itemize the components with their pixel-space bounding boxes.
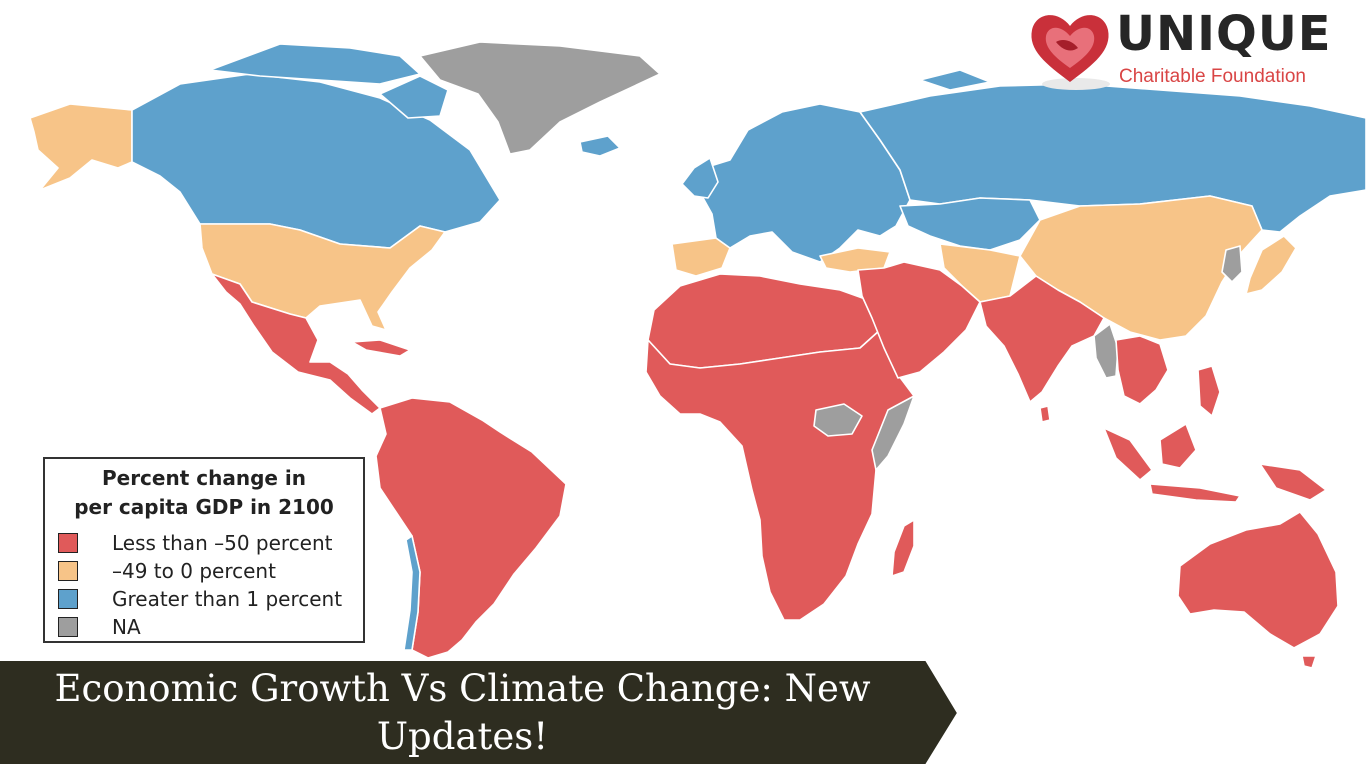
region-southeast-asia — [1115, 335, 1169, 405]
heart-hands-icon — [1031, 15, 1110, 90]
region-indonesia-borneo — [1159, 423, 1197, 469]
region-india — [979, 275, 1105, 403]
title-banner: Economic Growth Vs Climate Change: New U… — [0, 657, 962, 768]
region-russia-arctic — [919, 69, 991, 91]
legend-label: Greater than 1 percent — [112, 587, 343, 611]
region-tasmania — [1301, 655, 1317, 669]
region-iceland — [579, 135, 621, 157]
map-legend: Percent change in per capita GDP in 2100… — [43, 457, 365, 643]
legend-item-greater-than-1: Greater than 1 percent — [58, 587, 358, 611]
region-mexico-central-america — [211, 273, 381, 415]
region-south-sudan — [813, 403, 863, 437]
region-iberia — [671, 237, 731, 277]
legend-label: NA — [112, 615, 141, 639]
region-sri-lanka — [1039, 405, 1051, 423]
region-subsaharan-africa — [645, 329, 915, 621]
region-alaska — [29, 103, 133, 191]
region-caribbean — [351, 339, 411, 357]
region-new-guinea — [1259, 463, 1327, 501]
region-japan — [1245, 235, 1297, 295]
region-korea — [1221, 245, 1243, 283]
legend-item-less-than-minus-50: Less than –50 percent — [58, 531, 358, 555]
legend-title-line2: per capita GDP in 2100 — [74, 495, 334, 519]
legend-swatch-orange — [58, 561, 78, 581]
region-chile — [403, 535, 421, 651]
logo-subtitle: Charitable Foundation — [1119, 66, 1306, 87]
region-south-america — [375, 397, 567, 659]
region-philippines — [1197, 365, 1221, 417]
legend-label: –49 to 0 percent — [112, 559, 276, 583]
legend-item-na: NA — [58, 615, 358, 639]
region-madagascar — [891, 519, 915, 577]
region-myanmar — [1093, 323, 1119, 379]
logo-wordmark: UNIQUE — [1116, 6, 1332, 62]
region-uk-ireland — [681, 157, 719, 199]
brand-logo: UNIQUE Charitable Foundation — [1024, 6, 1360, 92]
region-greenland — [419, 41, 661, 155]
legend-item-minus-49-to-0: –49 to 0 percent — [58, 559, 358, 583]
region-indonesia-west — [1103, 427, 1153, 481]
region-indonesia-java — [1149, 483, 1241, 503]
region-canada-baffin — [379, 75, 449, 119]
banner-shape — [0, 659, 960, 766]
legend-swatch-gray — [58, 617, 78, 637]
legend-label: Less than –50 percent — [112, 531, 333, 555]
region-usa — [199, 223, 446, 331]
region-middle-east — [857, 261, 981, 379]
legend-swatch-red — [58, 533, 78, 553]
region-central-asia — [899, 197, 1041, 251]
region-australia — [1177, 511, 1339, 649]
region-russia — [859, 83, 1366, 233]
legend-swatch-blue — [58, 589, 78, 609]
region-somalia — [871, 395, 915, 471]
legend-title-line1: Percent change in — [101, 466, 307, 490]
region-canada-arctic-islands — [209, 43, 421, 85]
page-title: Economic Growth Vs Climate Change: New U… — [54, 667, 871, 758]
